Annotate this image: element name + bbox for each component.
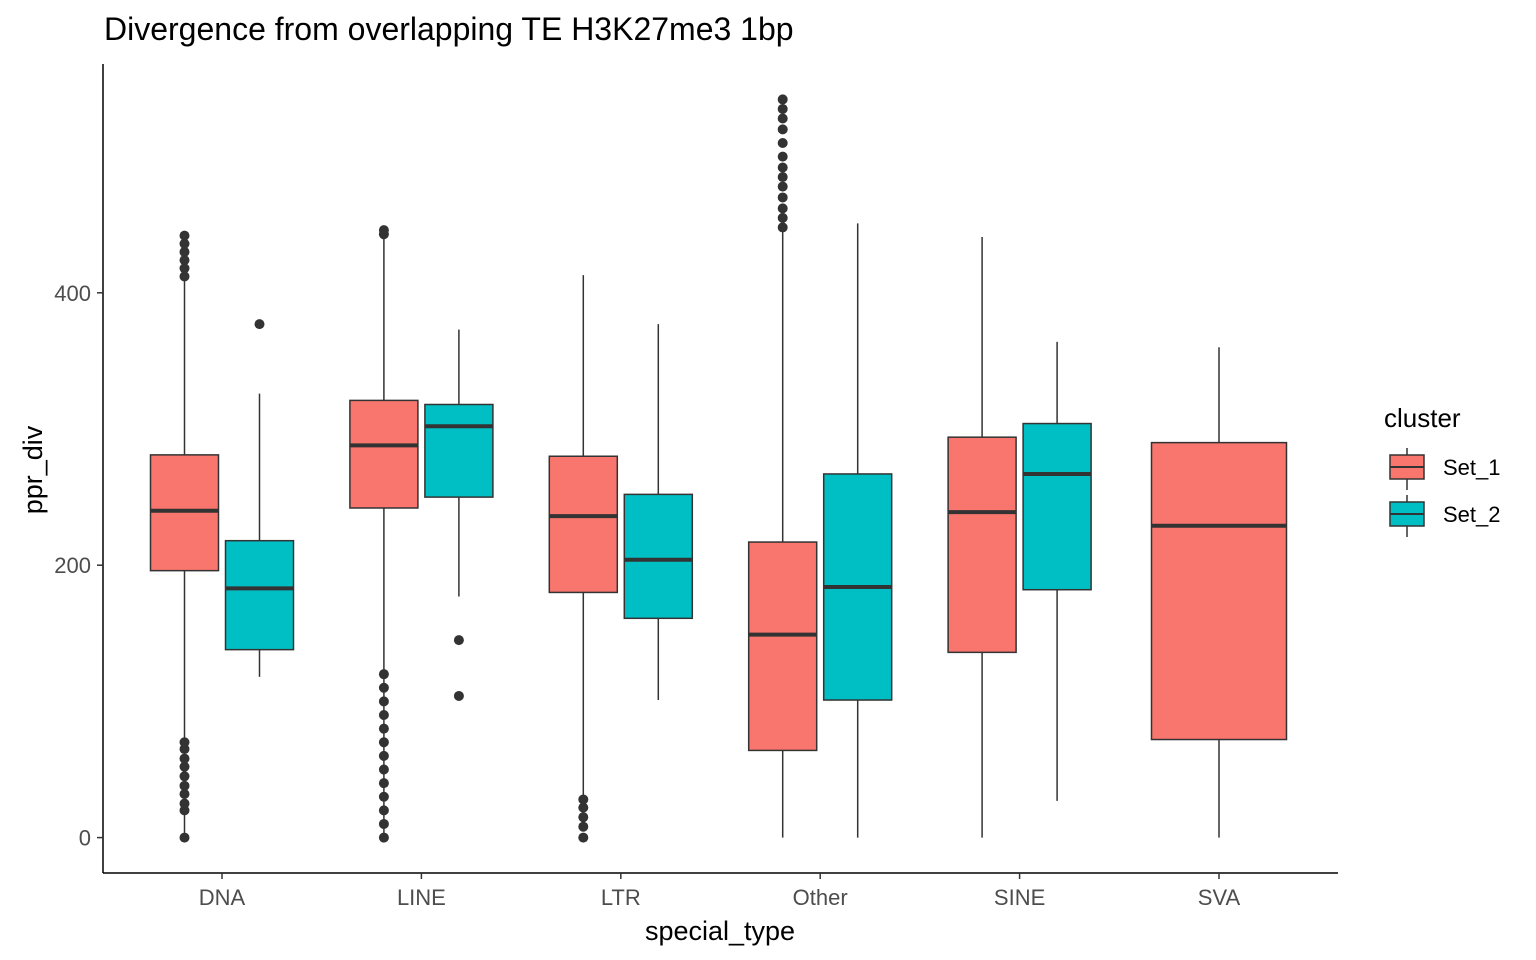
outlier-point [378, 696, 389, 707]
outlier-point [777, 222, 788, 233]
outlier-point [179, 789, 190, 800]
box-other-set_2 [822, 223, 893, 838]
outlier-point [378, 669, 389, 680]
outlier-point [179, 263, 190, 274]
legend-title: cluster [1384, 403, 1461, 433]
iqr-box [1022, 422, 1092, 591]
outlier-point [378, 832, 389, 843]
x-tick-label: SINE [994, 885, 1045, 910]
outlier-point [453, 635, 464, 646]
box-sine-set_1 [947, 236, 1017, 838]
outlier-point [378, 682, 389, 693]
box-sva-set_1 [1150, 347, 1288, 838]
outlier-point [777, 192, 788, 203]
iqr-box [224, 539, 295, 651]
legend-label: Set_2 [1443, 502, 1501, 527]
chart-title: Divergence from overlapping TE H3K27me3 … [104, 11, 794, 47]
outlier-point [378, 737, 389, 748]
y-axis-title: ppr_div [18, 425, 48, 514]
outlier-point [179, 246, 190, 257]
legend-item-set_1: Set_1 [1389, 448, 1501, 490]
outlier-point [179, 780, 190, 791]
outlier-point [179, 832, 190, 843]
x-tick-label: LTR [601, 885, 641, 910]
y-tick-label: 200 [54, 553, 91, 578]
iqr-box [149, 454, 220, 572]
box-sine-set_2 [1022, 341, 1092, 801]
plot-area [149, 94, 1288, 843]
outlier-point [179, 798, 190, 809]
outlier-point [254, 319, 265, 330]
outlier-point [777, 172, 788, 183]
x-tick-label: LINE [397, 885, 446, 910]
legend-item-set_2: Set_2 [1389, 495, 1501, 537]
outlier-point [378, 750, 389, 761]
outlier-point [378, 805, 389, 816]
iqr-box [349, 399, 419, 509]
x-axis-title: special_type [645, 916, 795, 946]
iqr-box [747, 541, 818, 752]
outlier-point [378, 764, 389, 775]
outlier-point [578, 832, 589, 843]
box-dna-set_2 [224, 319, 295, 677]
iqr-box [947, 436, 1017, 654]
outlier-point [179, 771, 190, 782]
iqr-box [623, 493, 694, 620]
outlier-point [777, 203, 788, 214]
outlier-point [179, 271, 190, 282]
box-other-set_1 [747, 94, 818, 838]
outlier-point [777, 103, 788, 114]
iqr-box [548, 455, 619, 594]
legend-label: Set_1 [1443, 455, 1501, 480]
outlier-point [578, 794, 589, 805]
outlier-point [378, 818, 389, 829]
iqr-box [424, 403, 494, 498]
outlier-point [378, 723, 389, 734]
x-tick-label: Other [793, 885, 848, 910]
box-dna-set_1 [149, 230, 220, 843]
box-line-set_2 [424, 329, 494, 701]
outlier-point [578, 821, 589, 832]
box-ltr-set_2 [623, 324, 694, 701]
outlier-point [179, 230, 190, 241]
y-axis-ticks: 0 200 400 [54, 281, 103, 851]
outlier-point [378, 225, 389, 236]
y-tick-label: 0 [79, 826, 91, 851]
outlier-point [453, 690, 464, 701]
legend-items: Set_1 Set_2 [1389, 448, 1501, 537]
outlier-point [378, 710, 389, 721]
iqr-box [1150, 441, 1288, 741]
outlier-point [179, 255, 190, 266]
outlier-point [777, 137, 788, 148]
x-tick-label: DNA [199, 885, 246, 910]
x-axis-ticks: DNA LINE LTR Other SINE SVA [199, 873, 1241, 910]
box-line-set_1 [349, 225, 419, 843]
outlier-point [777, 94, 788, 105]
outlier-point [777, 181, 788, 192]
legend: cluster Set_1 Set_2 [1384, 403, 1501, 537]
outlier-point [777, 113, 788, 124]
outlier-point [578, 802, 589, 813]
outlier-point [578, 812, 589, 823]
box-ltr-set_1 [548, 275, 619, 843]
outlier-point [179, 753, 190, 764]
outlier-point [777, 151, 788, 162]
outlier-point [179, 761, 190, 772]
outlier-point [777, 212, 788, 223]
outlier-point [378, 791, 389, 802]
x-tick-label: SVA [1198, 885, 1241, 910]
outlier-point [378, 778, 389, 789]
outlier-point [179, 238, 190, 249]
y-tick-label: 400 [54, 281, 91, 306]
outlier-point [179, 737, 190, 748]
outlier-point [777, 124, 788, 135]
outlier-point [777, 162, 788, 173]
